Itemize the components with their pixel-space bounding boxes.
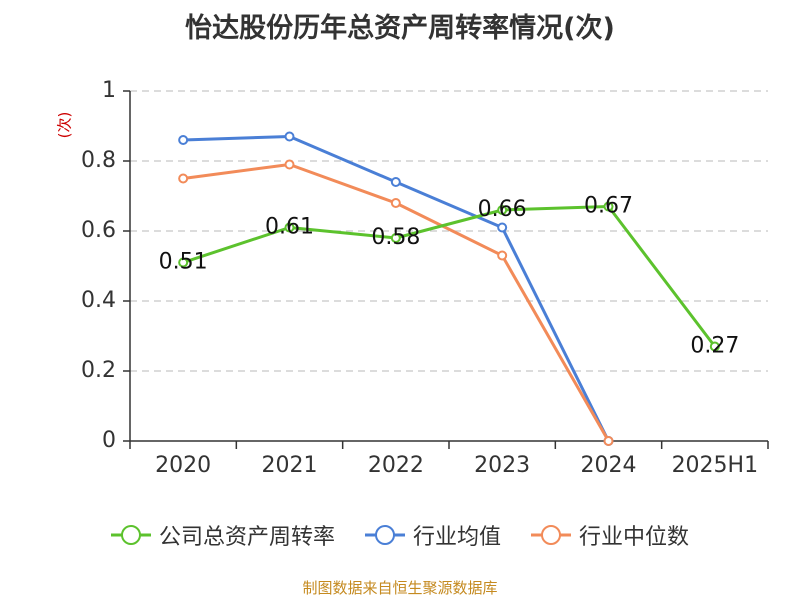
legend-label: 公司总资产周转率 xyxy=(158,525,335,550)
series-point xyxy=(603,201,614,212)
x-tick-label: 2022 xyxy=(368,453,424,478)
y-tick-label: 0.6 xyxy=(81,218,116,243)
series-point xyxy=(390,198,401,208)
series-point xyxy=(709,341,720,352)
series-point xyxy=(178,135,189,145)
x-tick-label: 2020 xyxy=(155,453,211,478)
series-line-0 xyxy=(181,205,717,348)
legend-line-marker-icon xyxy=(364,525,405,545)
y-tick-label: 0 xyxy=(102,428,116,453)
legend-label: 行业均值 xyxy=(412,525,501,550)
y-tick-label: 1 xyxy=(102,78,116,103)
legend-item-1[interactable]: 行业均值 xyxy=(364,519,501,551)
series-point xyxy=(284,159,295,170)
grid-lines xyxy=(130,90,768,372)
y-axis-unit-label: (次) xyxy=(56,112,74,139)
series-point xyxy=(178,257,189,268)
x-tick-label: 2025H1 xyxy=(672,453,759,478)
data-label: 0.51 xyxy=(159,250,208,275)
series-lines xyxy=(178,131,720,446)
series-point xyxy=(284,131,295,142)
legend-swatch-circle xyxy=(374,525,395,545)
data-label: 0.58 xyxy=(371,225,420,250)
data-label: 0.66 xyxy=(478,197,527,222)
data-labels: 0.51 0.61 0.58 0.66 0.67 0.27 xyxy=(159,194,740,359)
y-tick-label: 0.8 xyxy=(81,148,116,173)
series-point xyxy=(497,250,508,261)
x-tick-label: 2021 xyxy=(262,453,318,478)
series-point xyxy=(284,222,295,233)
legend-line-marker-icon xyxy=(531,525,571,545)
legend-item-2[interactable]: 行业中位数 xyxy=(531,519,689,551)
data-label: 0.27 xyxy=(690,334,739,359)
legend-item-0[interactable]: 公司总资产周转率 xyxy=(110,519,335,551)
data-label: 0.61 xyxy=(265,215,314,240)
legend-label: 行业中位数 xyxy=(579,525,690,550)
legend-line-marker-icon xyxy=(110,525,151,545)
series-point xyxy=(390,177,401,187)
series-point xyxy=(497,222,508,233)
series-point xyxy=(390,233,401,243)
legend: 公司总资产周转率 行业均值 行业中位数 xyxy=(0,519,800,551)
y-tick-label: 0.2 xyxy=(81,358,116,383)
data-label: 0.67 xyxy=(584,194,633,219)
series-point xyxy=(603,436,614,446)
legend-swatch-circle xyxy=(541,525,561,545)
x-tick-label: 2024 xyxy=(581,453,637,478)
y-tick-label: 0.4 xyxy=(81,288,116,313)
legend-swatch-circle xyxy=(120,525,141,545)
series-point xyxy=(178,173,189,184)
source-footer: 制图数据来自恒生聚源数据库 xyxy=(302,579,498,597)
chart-title: 怡达股份历年总资产周转率情况(次) xyxy=(185,13,615,44)
x-tick-label: 2023 xyxy=(474,453,530,478)
axes: 0 0.2 0.4 0.6 0.8 1 2020 2021 2022 2023 2024 2025H1 xyxy=(81,78,769,478)
series-point xyxy=(497,205,508,215)
